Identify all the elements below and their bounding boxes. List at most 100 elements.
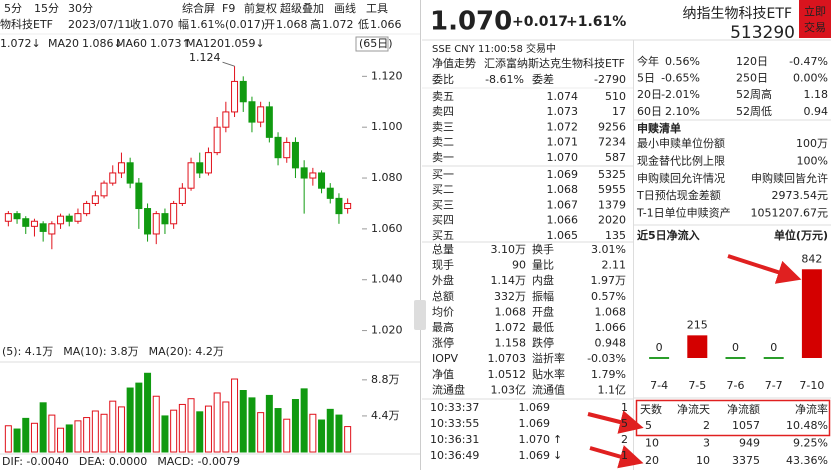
candle-body	[39, 223, 47, 232]
period-box[interactable]	[355, 36, 389, 52]
menu-item[interactable]: F9	[222, 2, 235, 15]
macd-legend: DIF: -0.0040	[2, 455, 69, 468]
menu-item[interactable]: 超级叠加	[280, 1, 324, 15]
stat-value: 2.11	[602, 259, 627, 272]
trade-volume: 5	[621, 417, 628, 430]
stat-value: -0.03%	[587, 352, 626, 365]
return-value: 0.00%	[793, 72, 828, 85]
return-label: 120日	[736, 55, 768, 68]
stat-value: 1.158	[495, 337, 527, 350]
volume-bar	[48, 414, 56, 453]
item-label: 最小申赎单位份额	[637, 136, 725, 150]
stat-value: 1.14万	[491, 274, 527, 287]
candle-body	[13, 213, 21, 220]
menu-item[interactable]: 前复权	[244, 1, 277, 15]
ma-label: MA60	[116, 37, 147, 50]
field-value: 1.070	[142, 18, 174, 31]
book-label: 买一	[432, 168, 454, 181]
book-price: 1.070	[547, 151, 579, 164]
stat-value: 0.57%	[591, 290, 626, 303]
period-tab[interactable]: 30分	[68, 2, 93, 15]
book-volume: 5955	[598, 183, 626, 196]
book-price: 1.068	[547, 183, 579, 196]
stat-value: 1.97万	[591, 274, 627, 287]
stat-value: 1.066	[595, 321, 627, 334]
return-value: 1.18	[804, 88, 829, 101]
volume-bar	[39, 402, 47, 453]
stat-label: 内盘	[532, 273, 554, 287]
date: 2023/07/11	[68, 18, 131, 31]
button-label[interactable]: 立即	[804, 4, 826, 18]
candle-body	[65, 215, 73, 222]
book-label: 买二	[432, 183, 454, 196]
tab[interactable]: 净值走势	[432, 56, 476, 70]
stat-label: 涨停	[432, 336, 454, 350]
y-tick-label: 4.4万	[371, 409, 400, 422]
candle-body	[239, 80, 247, 103]
candle-body	[144, 208, 152, 235]
period-tab[interactable]: 15分	[34, 2, 59, 15]
bar-label: 0	[770, 341, 777, 354]
book-price: 1.067	[547, 198, 579, 211]
volume-bar	[126, 387, 134, 453]
volume-bar	[109, 400, 117, 453]
arrow	[587, 410, 644, 434]
menu-item[interactable]: 综合屏	[182, 1, 215, 15]
field-label: 收	[130, 17, 141, 31]
ma-value: 1.086↓	[82, 37, 123, 50]
stat-label: 量比	[532, 259, 554, 272]
volume-bar	[231, 378, 239, 453]
stat-value: 1.0703	[488, 352, 527, 365]
stat-label: 总量	[432, 242, 454, 256]
bar	[687, 335, 708, 358]
volume-bar	[22, 417, 30, 453]
return-label: 250日	[736, 72, 768, 85]
menu-item[interactable]: 画线	[334, 1, 356, 15]
book-price: 1.074	[547, 90, 579, 103]
trade-price: 1.069	[519, 417, 551, 430]
volume-bar	[117, 406, 125, 453]
y-tick-label: 1.120	[371, 69, 403, 82]
volume-bar	[291, 399, 299, 453]
item-value: 1051207.67元	[751, 207, 828, 220]
field-value: 1.066	[370, 18, 402, 31]
period[interactable]: (65日)	[359, 37, 393, 50]
bar-label: 0	[656, 341, 663, 354]
volume-bar	[204, 405, 212, 453]
stat-label: 跌停	[532, 336, 554, 350]
candle-body	[291, 141, 299, 169]
status: SSE CNY 11:00:58 交易中	[432, 42, 556, 55]
volume-bar	[248, 397, 256, 453]
label: 委差	[532, 72, 554, 86]
volume-bar	[274, 408, 282, 453]
volume-bar	[65, 424, 73, 453]
candle-body	[178, 187, 186, 204]
button-label[interactable]: 交易	[804, 20, 826, 34]
table-header: 净流率	[795, 402, 828, 416]
table-cell: 5	[645, 419, 652, 432]
trade-button[interactable]	[799, 0, 831, 38]
ma-label: MA120	[186, 37, 224, 50]
label: 委比	[432, 73, 454, 86]
stat-label: 外盘	[432, 273, 454, 287]
volume-bar	[283, 418, 291, 453]
candle-body	[300, 167, 308, 179]
volume-bar	[222, 401, 230, 453]
period-tab[interactable]: 5分	[4, 2, 22, 15]
candle-body	[222, 111, 230, 128]
ma-value: 1.073↑	[150, 37, 191, 50]
volume-legend: MA(10): 3.8万	[63, 345, 138, 358]
y-tick-label: 1.040	[371, 273, 403, 286]
value: -2790	[594, 73, 626, 86]
trade-time: 10:36:31	[430, 433, 479, 446]
bar	[801, 269, 822, 358]
volume-legend: (5): 4.1万	[2, 345, 53, 358]
stat-value: 1.79%	[591, 368, 626, 381]
book-volume: 2020	[598, 214, 626, 227]
volume-bar	[152, 395, 160, 453]
book-price: 1.071	[547, 136, 579, 149]
menu-item[interactable]: 工具	[366, 2, 388, 15]
splitter-handle[interactable]	[414, 300, 426, 330]
y-tick-label: 1.020	[371, 324, 403, 337]
